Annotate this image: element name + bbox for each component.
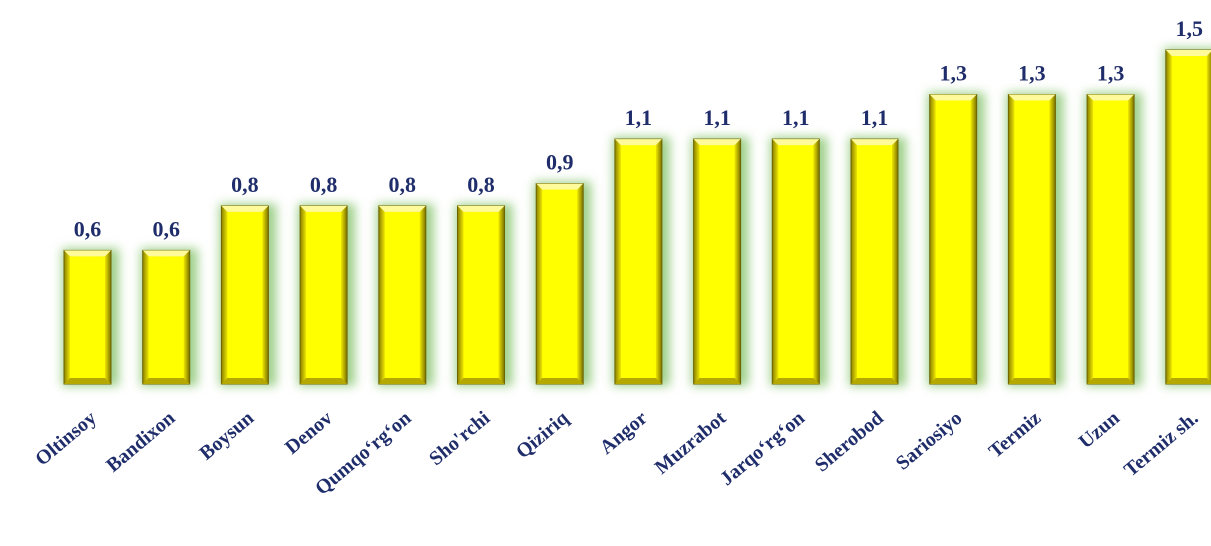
category-label-10: Sherobod [811,407,888,476]
bar-bottom-bevel-6 [536,378,584,384]
value-label-5: 0,8 [467,172,495,197]
bar-bottom-bevel-10 [851,378,898,384]
bar-face-1 [148,256,184,378]
bar-bottom-bevel-9 [772,378,820,384]
value-label-10: 1,1 [861,105,889,130]
category-label-1: Bandixon [102,407,179,477]
bar-bottom-bevel-7 [614,378,662,384]
bar-top-bevel-4 [378,205,426,212]
bar-face-4 [384,211,420,378]
bar-top-bevel-13 [1087,94,1135,101]
bar-bottom-bevel-5 [457,378,505,384]
category-label-8: Muzrabot [651,407,731,479]
bar-bottom-bevel-2 [221,378,269,384]
bar-face-13 [1093,100,1129,379]
value-label-13: 1,3 [1097,61,1125,86]
value-label-6: 0,9 [546,150,574,175]
category-label-11: Sariosiyo [892,407,967,475]
category-label-0: Oltinsoy [31,407,100,470]
bar-top-bevel-9 [772,139,820,146]
bar-top-bevel-2 [221,205,269,212]
bar-top-bevel-7 [614,139,662,146]
value-label-2: 0,8 [231,172,259,197]
value-label-12: 1,3 [1018,61,1046,86]
category-label-5: Sho'rchi [425,407,495,470]
category-label-9: Jarqo‘rg‘on [716,407,809,490]
bar-top-bevel-12 [1008,94,1056,101]
bar-face-10 [857,145,892,378]
bar-bottom-bevel-11 [929,378,977,384]
bar-top-bevel-1 [142,250,190,257]
value-label-8: 1,1 [703,105,731,130]
value-label-0: 0,6 [74,216,102,241]
bar-face-14 [1171,56,1207,378]
bar-face-6 [542,189,578,378]
bar-face-2 [227,211,263,378]
bar-bottom-bevel-1 [142,378,190,384]
value-label-14: 1,5 [1176,16,1204,41]
bars-layer [62,48,1211,387]
bar-bottom-bevel-14 [1165,378,1211,384]
bar-bottom-bevel-13 [1087,378,1135,384]
bar-top-bevel-10 [851,139,898,146]
bar-face-11 [935,100,971,379]
bar-top-bevel-11 [929,94,977,101]
bar-face-5 [463,211,499,378]
bar-face-12 [1014,100,1050,379]
bar-face-7 [620,145,656,378]
category-label-7: Angor [596,407,652,459]
bar-top-bevel-5 [457,205,505,212]
value-label-4: 0,8 [389,172,417,197]
value-label-9: 1,1 [782,105,810,130]
bar-face-3 [306,211,342,378]
bar-bottom-bevel-4 [378,378,426,384]
bar-bottom-bevel-12 [1008,378,1056,384]
value-label-1: 0,6 [152,216,180,241]
bar-face-8 [699,145,735,378]
bar-top-bevel-0 [64,250,111,257]
bar-face-9 [778,145,814,378]
category-label-14: Termiz sh. [1120,407,1203,481]
category-label-13: Uzun [1075,407,1124,453]
value-label-7: 1,1 [625,105,653,130]
bar-face-0 [70,256,105,378]
bar-top-bevel-14 [1165,50,1211,56]
value-labels-layer: 0,6 0,6 0,8 0,8 0,8 0,8 0,9 1,1 1,1 1,1 1,1 1,3 1,3 1… [74,16,1203,241]
bar-top-bevel-8 [693,139,741,146]
bar-top-bevel-6 [536,183,584,190]
bar-bottom-bevel-8 [693,378,741,384]
bar-top-bevel-3 [300,205,348,212]
category-label-3: Denov [281,407,337,459]
bar-bottom-bevel-0 [64,378,111,384]
value-label-3: 0,8 [310,172,338,197]
bar-bottom-bevel-3 [300,378,348,384]
category-label-12: Termiz [985,407,1045,463]
category-label-6: Qiziriq [512,407,573,463]
category-label-2: Boysun [195,407,258,465]
value-label-11: 1,3 [939,61,967,86]
